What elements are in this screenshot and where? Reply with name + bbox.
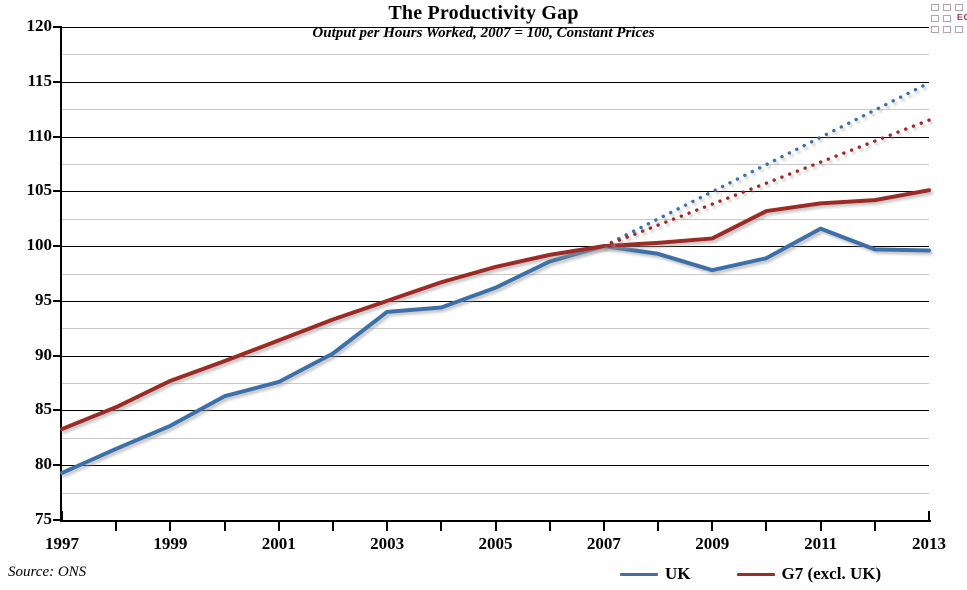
x-axis-tick <box>61 511 63 522</box>
y-axis-label: 115 <box>27 70 52 90</box>
y-axis-line <box>60 27 62 522</box>
gridline-major <box>62 27 929 28</box>
gridline-major <box>62 136 929 138</box>
logo-square <box>943 15 951 22</box>
y-axis-tick <box>53 464 62 467</box>
y-axis-tick <box>53 190 62 193</box>
gridline-minor <box>62 273 929 275</box>
gridline-minor <box>62 163 929 165</box>
gridline-major <box>62 300 929 302</box>
x-axis-tick <box>548 522 551 531</box>
y-axis-label: 120 <box>26 16 53 35</box>
plot-area <box>60 27 931 520</box>
series-line-2 <box>60 188 931 432</box>
gridline-minor <box>62 437 929 439</box>
y-axis-tick <box>53 299 62 302</box>
legend-item-uk[interactable]: UK <box>620 564 691 584</box>
y-axis-label: 110 <box>27 125 52 145</box>
x-axis-label: 2007 <box>586 534 621 553</box>
gridline-minor <box>62 383 929 385</box>
gridline-minor <box>62 492 929 494</box>
x-axis-label: 2005 <box>478 534 513 553</box>
x-axis-label: 2001 <box>261 534 296 553</box>
series-line-1 <box>60 226 931 475</box>
x-axis-label: 2011 <box>804 534 838 553</box>
y-axis-label: 90 <box>35 344 52 364</box>
y-axis-tick <box>53 135 62 138</box>
x-axis-tick <box>711 522 714 531</box>
legend-label-g7: G7 (excl. UK) <box>781 564 882 583</box>
x-axis-tick <box>277 522 280 531</box>
x-axis-line <box>60 520 931 522</box>
chart-legend: UK G7 (excl. UK) <box>620 564 881 584</box>
chart-subtitle: Output per Hours Worked, 2007 = 100, Con… <box>312 25 655 41</box>
legend-label-uk: UK <box>665 564 691 583</box>
logo-square <box>931 4 939 11</box>
y-axis-tick <box>53 519 62 521</box>
legend-item-g7[interactable]: G7 (excl. UK) <box>736 564 882 584</box>
gridline-minor <box>62 218 929 220</box>
x-axis-tick <box>873 522 876 531</box>
gridline-minor <box>62 109 929 111</box>
gridline-major <box>62 81 929 83</box>
x-axis-tick <box>223 522 226 531</box>
gridline-major <box>62 355 929 357</box>
x-axis-tick <box>115 522 118 531</box>
x-axis-tick <box>657 522 660 531</box>
erc-logo: ECONOMIC RESEARCH COUNCIL <box>931 4 967 34</box>
x-axis-tick <box>494 522 497 531</box>
y-axis-tick <box>53 409 62 412</box>
x-axis-tick <box>386 522 389 531</box>
y-axis-label: 95 <box>35 289 52 309</box>
x-axis-label: 2009 <box>695 534 730 553</box>
y-axis-label: 105 <box>26 180 53 200</box>
chart-title: The Productivity Gap <box>388 2 579 24</box>
legend-swatch-g7 <box>736 572 775 576</box>
x-axis-label: 1997 <box>45 534 79 553</box>
series-lines <box>60 81 931 475</box>
y-axis-label: 100 <box>26 235 53 255</box>
x-axis-tick <box>440 522 443 531</box>
y-axis-tick <box>53 354 62 357</box>
gridline-major <box>62 246 929 248</box>
logo-square <box>955 4 963 11</box>
gridline-minor <box>62 328 929 330</box>
y-axis-tick <box>53 26 62 28</box>
gridline-major <box>62 191 929 193</box>
x-axis-label: 2003 <box>370 534 405 553</box>
y-axis-label: 75 <box>35 509 52 528</box>
logo-square <box>943 4 951 11</box>
x-axis-tick <box>928 511 930 522</box>
legend-swatch-uk <box>620 572 658 576</box>
x-axis-tick <box>765 522 768 531</box>
gridline-major <box>62 465 929 467</box>
logo-square <box>931 15 939 22</box>
y-axis-label: 80 <box>35 454 52 474</box>
x-axis-tick <box>819 522 822 531</box>
x-axis-label: 2013 <box>912 534 946 553</box>
source-note: Source: ONS <box>8 564 87 580</box>
x-axis-label: 1999 <box>153 534 188 553</box>
gridline-minor <box>62 54 929 56</box>
y-axis-label: 85 <box>35 399 52 419</box>
logo-square <box>943 26 951 33</box>
series-line-3 <box>602 81 931 248</box>
y-axis-tick <box>53 80 62 83</box>
x-axis-tick <box>602 522 605 531</box>
logo-square <box>955 26 963 33</box>
logo-text: ECONOMIC RESEARCH COUNCIL <box>957 12 967 22</box>
x-axis-tick <box>331 522 334 531</box>
gridline-major <box>62 410 929 412</box>
series-line-4 <box>602 118 931 248</box>
y-axis-tick <box>53 245 62 248</box>
logo-square <box>931 26 939 33</box>
logo-square-grid: ECONOMIC RESEARCH COUNCIL <box>931 4 967 34</box>
x-axis-tick <box>169 522 172 531</box>
